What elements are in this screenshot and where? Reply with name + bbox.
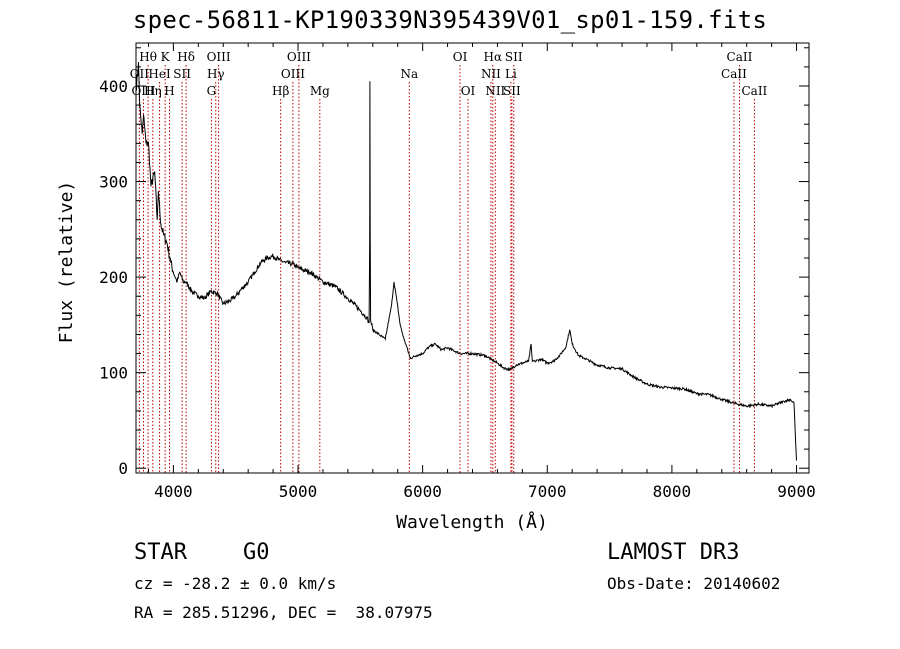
- x-tick-label: 8000: [653, 482, 692, 501]
- line-label: SII: [503, 84, 521, 98]
- object-subclass: G0: [243, 540, 270, 565]
- line-label: Li: [505, 67, 517, 81]
- x-tick-label: 7000: [528, 482, 567, 501]
- line-label: OIII: [287, 50, 311, 64]
- line-label: Hγ: [207, 67, 225, 81]
- line-label: Hδ: [177, 50, 195, 64]
- line-label: SII: [505, 50, 523, 64]
- line-label: Hη: [144, 84, 162, 98]
- line-label: OI: [453, 50, 468, 64]
- line-label: K: [161, 50, 171, 64]
- line-label: OIII: [131, 84, 155, 98]
- line-label: CaII: [721, 67, 747, 81]
- x-tick-label: 4000: [154, 482, 193, 501]
- y-ticks: 0 100 200 300 400: [99, 47, 809, 478]
- line-label: NII: [485, 84, 505, 98]
- object-class: STAR: [134, 540, 187, 565]
- line-markers: [138, 65, 755, 473]
- line-label: CaII: [727, 50, 753, 64]
- x-axis-label: Wavelength (Å): [396, 511, 548, 533]
- line-label: OII: [130, 67, 150, 81]
- y-tick-label: 300: [99, 173, 128, 192]
- line-label: NII: [481, 67, 501, 81]
- line-label: HeI: [148, 67, 171, 81]
- line-label: Hθ: [139, 50, 157, 64]
- line-label: OI: [461, 84, 476, 98]
- line-label: Na: [400, 67, 418, 81]
- y-tick-label: 0: [118, 459, 128, 478]
- y-tick-label: 100: [99, 364, 128, 383]
- spectrum-line: [135, 62, 797, 461]
- line-label: OIII: [281, 67, 305, 81]
- x-tick-label: 9000: [777, 482, 816, 501]
- x-ticks: 4000 5000 6000 7000 8000 9000: [147, 43, 816, 501]
- obs-date-label: Obs-Date: 20140602: [607, 574, 781, 593]
- y-axis-label: Flux (relative): [56, 181, 77, 344]
- plot-frame: [135, 42, 810, 474]
- line-label: OIII: [207, 50, 231, 64]
- line-label: G: [207, 84, 217, 98]
- coordinates-label: RA = 285.51296, DEC = 38.07975: [134, 603, 433, 622]
- x-tick-label: 5000: [279, 482, 318, 501]
- line-label: H: [164, 84, 174, 98]
- line-label: SII: [173, 67, 191, 81]
- page-title: spec-56811-KP190339N395439V01_sp01-159.f…: [132, 6, 768, 34]
- line-label: Hα: [484, 50, 503, 64]
- redshift-label: cz = -28.2 ± 0.0 km/s: [134, 574, 337, 593]
- x-tick-label: 6000: [403, 482, 442, 501]
- line-label: Hβ: [272, 84, 289, 98]
- y-tick-label: 400: [99, 77, 128, 96]
- line-label: Mg: [310, 84, 330, 98]
- line-label: CaII: [741, 84, 767, 98]
- survey-label: LAMOST DR3: [607, 540, 740, 565]
- y-tick-label: 200: [99, 268, 128, 287]
